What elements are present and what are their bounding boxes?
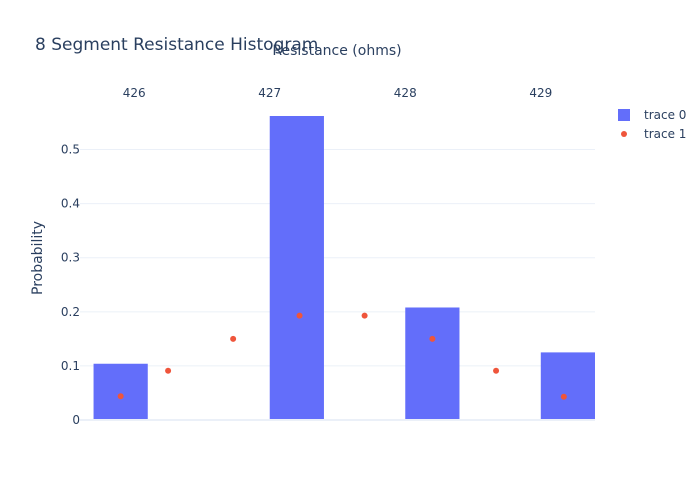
scatter-point[interactable] bbox=[493, 367, 500, 374]
bar-series bbox=[93, 116, 595, 420]
scatter-point[interactable] bbox=[117, 393, 124, 400]
x-tick-label: 428 bbox=[394, 86, 417, 100]
scatter-point[interactable] bbox=[230, 335, 237, 342]
histogram-bar[interactable] bbox=[540, 352, 595, 420]
scatter-point[interactable] bbox=[560, 393, 567, 400]
scatter-point[interactable] bbox=[165, 367, 172, 374]
legend-label: trace 0 bbox=[644, 108, 686, 122]
histogram-bar[interactable] bbox=[405, 307, 460, 420]
scatter-point[interactable] bbox=[296, 312, 303, 319]
y-axis-title: Probability bbox=[30, 221, 46, 295]
histogram-bar[interactable] bbox=[269, 116, 324, 420]
x-tick-labels: 426 427 428 429 bbox=[123, 86, 552, 100]
scatter-point[interactable] bbox=[361, 312, 368, 319]
chart-title: 8 Segment Resistance Histogram bbox=[35, 35, 318, 55]
y-tick-label: 0.3 bbox=[61, 251, 80, 265]
grid-lines bbox=[80, 149, 595, 367]
x-tick-label: 427 bbox=[258, 86, 281, 100]
legend-item[interactable]: trace 1 bbox=[621, 127, 686, 141]
x-axis-title: Resistance (ohms) bbox=[272, 43, 401, 59]
legend-bar-swatch bbox=[618, 109, 630, 121]
scatter-point[interactable] bbox=[429, 335, 436, 342]
y-tick-label: 0.5 bbox=[61, 143, 80, 157]
y-tick-label: 0.1 bbox=[61, 359, 80, 373]
histogram-bar[interactable] bbox=[93, 363, 148, 420]
x-tick-label: 429 bbox=[529, 86, 552, 100]
legend[interactable]: trace 0 trace 1 bbox=[618, 108, 686, 141]
y-tick-labels: 0 0.1 0.2 0.3 0.4 0.5 bbox=[61, 143, 80, 427]
legend-item[interactable]: trace 0 bbox=[618, 108, 686, 122]
x-tick-label: 426 bbox=[123, 86, 146, 100]
scatter-series bbox=[117, 312, 567, 400]
y-tick-label: 0 bbox=[72, 413, 80, 427]
y-tick-label: 0.4 bbox=[61, 197, 80, 211]
legend-point-swatch bbox=[621, 131, 627, 137]
y-tick-label: 0.2 bbox=[61, 305, 80, 319]
legend-label: trace 1 bbox=[644, 127, 686, 141]
